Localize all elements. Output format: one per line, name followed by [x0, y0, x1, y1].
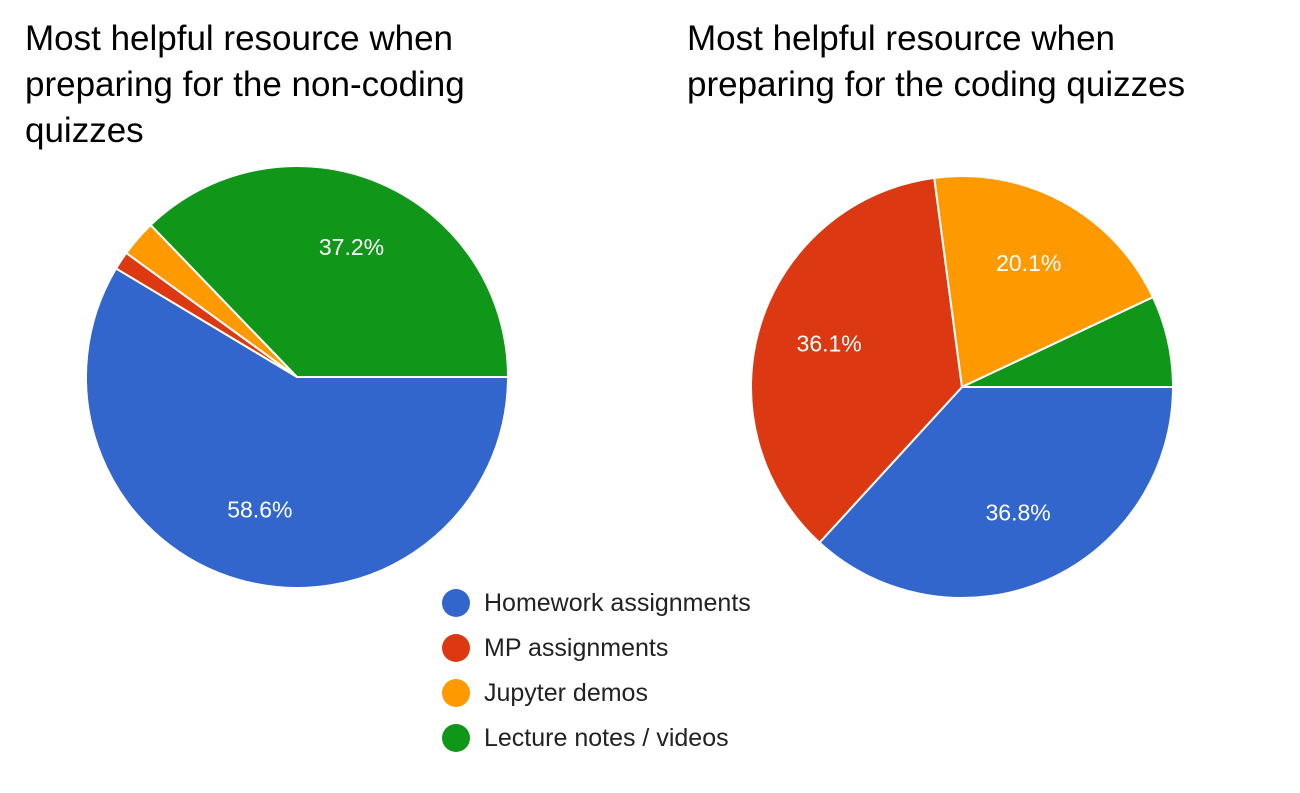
legend-item-lecture[interactable]: Lecture notes / videos	[442, 723, 751, 753]
data-label-coding-homework: 36.8%	[986, 500, 1051, 526]
legend-label-lecture: Lecture notes / videos	[484, 723, 729, 752]
legend-item-homework[interactable]: Homework assignments	[442, 588, 751, 618]
legend-label-homework: Homework assignments	[484, 588, 751, 617]
chart-title-coding: Most helpful resource when preparing for…	[687, 19, 1186, 104]
pie-slice-coding-homework[interactable]	[818, 386, 1175, 600]
data-label-coding-mp: 36.1%	[797, 330, 862, 356]
legend-item-jupyter[interactable]: Jupyter demos	[442, 678, 751, 708]
legend-label-jupyter: Jupyter demos	[484, 678, 648, 707]
legend-swatch-mp	[442, 634, 470, 662]
pie-slice-coding-jupyter[interactable]	[933, 175, 1155, 389]
chart-legend: Homework assignments MP assignments Jupy…	[442, 588, 751, 768]
legend-swatch-lecture	[442, 724, 470, 752]
chart-title-non-coding: Most helpful resource when preparing for…	[25, 19, 465, 150]
legend-swatch-homework	[442, 589, 470, 617]
pie-slice-non-coding-lecture[interactable]	[149, 165, 510, 378]
pie-slice-coding-lecture[interactable]	[961, 295, 1175, 388]
data-label-coding-jupyter: 20.1%	[996, 250, 1061, 276]
data-label-non-coding-lecture: 37.2%	[319, 234, 384, 260]
legend-label-mp: MP assignments	[484, 633, 669, 662]
legend-item-mp[interactable]: MP assignments	[442, 633, 751, 663]
pie-slice-coding-mp[interactable]	[750, 176, 964, 545]
data-label-non-coding-homework: 58.6%	[227, 496, 292, 522]
pie-slice-non-coding-homework[interactable]	[85, 267, 510, 589]
legend-swatch-jupyter	[442, 679, 470, 707]
